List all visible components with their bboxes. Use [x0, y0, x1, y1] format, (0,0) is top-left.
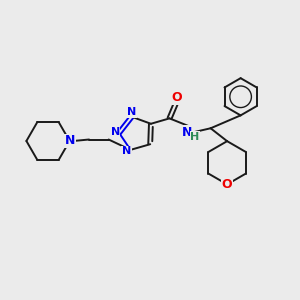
Text: N: N: [182, 126, 193, 139]
Text: N: N: [65, 134, 75, 148]
Text: O: O: [171, 91, 182, 104]
Text: N: N: [111, 127, 120, 137]
Text: O: O: [222, 178, 232, 191]
Text: H: H: [190, 132, 200, 142]
Text: N: N: [122, 146, 131, 156]
Text: N: N: [127, 107, 136, 117]
